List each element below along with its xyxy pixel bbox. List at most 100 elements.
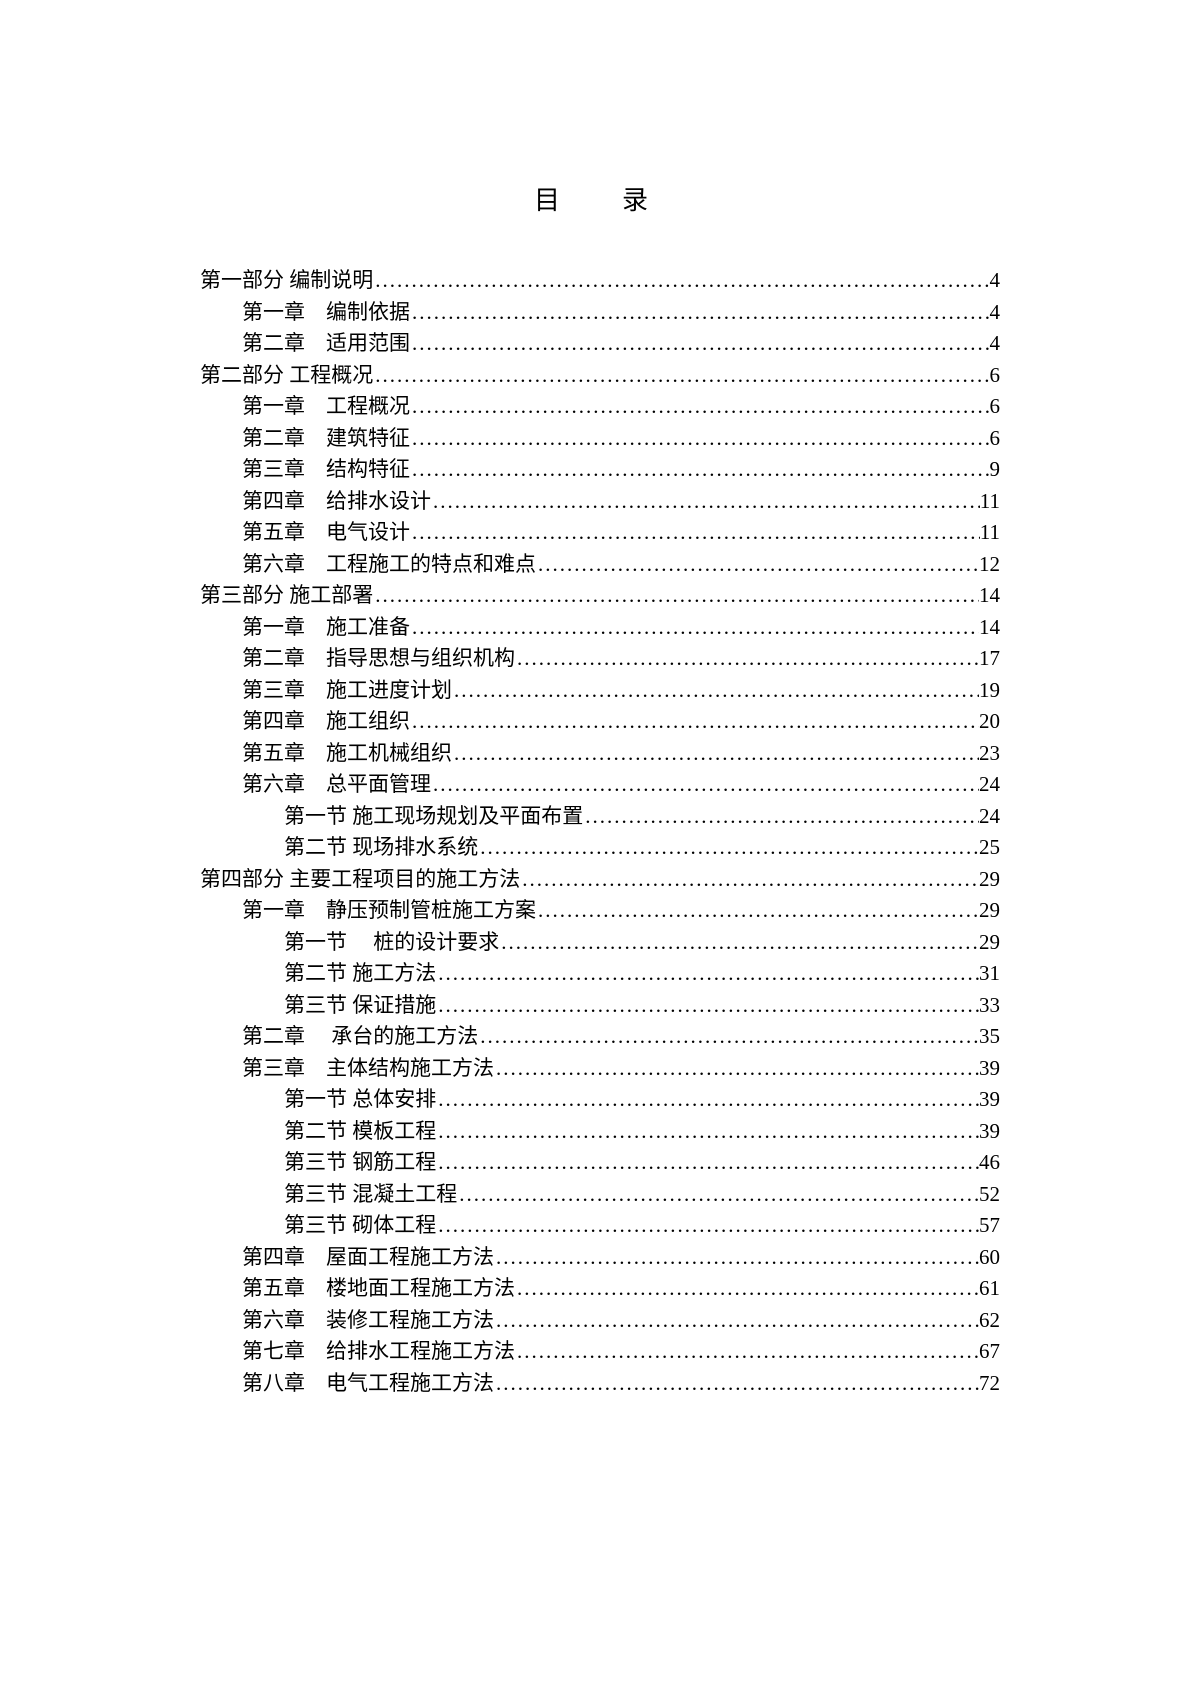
toc-entry-leader: ........................................… <box>494 1305 979 1337</box>
toc-entry-page: 9 <box>990 454 1001 486</box>
toc-entry-page: 29 <box>979 895 1000 927</box>
toc-entry: 第二章 指导思想与组织机构...........................… <box>200 643 1000 675</box>
toc-entry: 第二部分 工程概况...............................… <box>200 360 1000 392</box>
toc-entry-label: 第四章 施工组织 <box>242 706 410 738</box>
toc-entry-page: 4 <box>990 328 1001 360</box>
toc-entry: 第三章 施工进度计划..............................… <box>200 675 1000 707</box>
toc-entry: 第四部分 主要工程项目的施工方法........................… <box>200 864 1000 896</box>
toc-entry-leader: ........................................… <box>478 832 979 864</box>
toc-title: 目 录 <box>200 180 1000 217</box>
toc-entry: 第二章 承台的施工方法.............................… <box>200 1021 1000 1053</box>
toc-entry-label: 第二部分 工程概况 <box>200 360 373 392</box>
page-container: 目 录 第一部分 编制说明...........................… <box>0 0 1200 1499</box>
toc-entry: 第五章 施工机械组织..............................… <box>200 738 1000 770</box>
toc-entry-leader: ........................................… <box>410 612 979 644</box>
toc-entry-leader: ........................................… <box>436 1210 979 1242</box>
toc-entry-label: 第四章 屋面工程施工方法 <box>242 1242 494 1274</box>
toc-entry-label: 第六章 工程施工的特点和难点 <box>242 549 536 581</box>
toc-entry-label: 第三节 混凝土工程 <box>284 1179 457 1211</box>
toc-entry-leader: ........................................… <box>457 1179 979 1211</box>
toc-entry-leader: ........................................… <box>499 927 979 959</box>
toc-entry-leader: ........................................… <box>515 643 979 675</box>
toc-entry-label: 第一章 工程概况 <box>242 391 410 423</box>
toc-entry: 第二节 施工方法................................… <box>200 958 1000 990</box>
toc-entry-leader: ........................................… <box>410 391 990 423</box>
toc-entry-label: 第四章 给排水设计 <box>242 486 431 518</box>
toc-entry-label: 第一章 静压预制管桩施工方案 <box>242 895 536 927</box>
toc-entry-page: 57 <box>979 1210 1000 1242</box>
toc-entry-leader: ........................................… <box>436 1147 979 1179</box>
toc-entry-label: 第三章 施工进度计划 <box>242 675 452 707</box>
toc-entry-page: 14 <box>979 580 1000 612</box>
toc-entry-label: 第一节 总体安排 <box>284 1084 436 1116</box>
toc-entry-label: 第八章 电气工程施工方法 <box>242 1368 494 1400</box>
toc-entry-page: 35 <box>979 1021 1000 1053</box>
toc-entry-page: 39 <box>979 1053 1000 1085</box>
toc-entry: 第三章 主体结构施工方法............................… <box>200 1053 1000 1085</box>
toc-entry-label: 第二章 适用范围 <box>242 328 410 360</box>
toc-entry-leader: ........................................… <box>431 486 980 518</box>
toc-list: 第一部分 编制说明...............................… <box>200 265 1000 1399</box>
toc-entry-leader: ........................................… <box>494 1053 979 1085</box>
toc-entry-leader: ........................................… <box>410 297 990 329</box>
toc-entry-label: 第二节 施工方法 <box>284 958 436 990</box>
toc-entry-leader: ........................................… <box>410 328 990 360</box>
toc-entry-leader: ........................................… <box>494 1242 979 1274</box>
toc-entry-leader: ........................................… <box>373 580 979 612</box>
toc-entry-label: 第三节 钢筋工程 <box>284 1147 436 1179</box>
toc-entry: 第四章 给排水设计...............................… <box>200 486 1000 518</box>
toc-entry: 第二章 适用范围................................… <box>200 328 1000 360</box>
toc-entry-page: 52 <box>979 1179 1000 1211</box>
toc-entry-page: 24 <box>979 769 1000 801</box>
toc-entry: 第一章 静压预制管桩施工方案..........................… <box>200 895 1000 927</box>
toc-entry-page: 11 <box>980 517 1000 549</box>
toc-entry-label: 第五章 楼地面工程施工方法 <box>242 1273 515 1305</box>
toc-entry: 第五章 楼地面工程施工方法...........................… <box>200 1273 1000 1305</box>
toc-entry-label: 第二章 建筑特征 <box>242 423 410 455</box>
toc-entry-leader: ........................................… <box>373 265 989 297</box>
toc-entry-page: 72 <box>979 1368 1000 1400</box>
toc-entry: 第四章 施工组织................................… <box>200 706 1000 738</box>
toc-entry-page: 19 <box>979 675 1000 707</box>
toc-entry-page: 20 <box>979 706 1000 738</box>
toc-entry-leader: ........................................… <box>452 738 979 770</box>
toc-entry-page: 6 <box>990 423 1001 455</box>
toc-entry-leader: ........................................… <box>536 895 979 927</box>
toc-entry-label: 第一章 编制依据 <box>242 297 410 329</box>
toc-entry: 第六章 装修工程施工方法............................… <box>200 1305 1000 1337</box>
toc-entry-leader: ........................................… <box>436 990 979 1022</box>
toc-entry-page: 33 <box>979 990 1000 1022</box>
toc-entry-page: 4 <box>990 297 1001 329</box>
toc-entry: 第六章 工程施工的特点和难点..........................… <box>200 549 1000 581</box>
toc-entry-page: 25 <box>979 832 1000 864</box>
toc-entry-leader: ........................................… <box>494 1368 979 1400</box>
toc-entry: 第一章 工程概况................................… <box>200 391 1000 423</box>
toc-entry-label: 第一章 施工准备 <box>242 612 410 644</box>
toc-entry-label: 第三节 保证措施 <box>284 990 436 1022</box>
toc-entry-page: 61 <box>979 1273 1000 1305</box>
toc-entry-label: 第三章 结构特征 <box>242 454 410 486</box>
toc-entry-page: 60 <box>979 1242 1000 1274</box>
toc-entry: 第一节 总体安排................................… <box>200 1084 1000 1116</box>
toc-entry-label: 第二章 承台的施工方法 <box>242 1021 478 1053</box>
toc-entry: 第三节 钢筋工程................................… <box>200 1147 1000 1179</box>
toc-entry-leader: ........................................… <box>410 517 980 549</box>
toc-entry-leader: ........................................… <box>410 706 979 738</box>
toc-entry-leader: ........................................… <box>410 454 990 486</box>
toc-entry-page: 14 <box>979 612 1000 644</box>
toc-entry-leader: ........................................… <box>410 423 990 455</box>
toc-entry: 第一节 施工现场规划及平面布置.........................… <box>200 801 1000 833</box>
toc-entry-leader: ........................................… <box>520 864 979 896</box>
toc-entry: 第七章 给排水工程施工方法...........................… <box>200 1336 1000 1368</box>
toc-entry: 第四章 屋面工程施工方法............................… <box>200 1242 1000 1274</box>
toc-entry-leader: ........................................… <box>583 801 979 833</box>
toc-entry-page: 67 <box>979 1336 1000 1368</box>
toc-entry-label: 第一节 桩的设计要求 <box>284 927 499 959</box>
toc-entry-label: 第四部分 主要工程项目的施工方法 <box>200 864 520 896</box>
toc-entry-page: 12 <box>979 549 1000 581</box>
toc-entry-leader: ........................................… <box>436 1084 979 1116</box>
toc-entry-leader: ........................................… <box>436 1116 979 1148</box>
toc-entry: 第二节 模板工程................................… <box>200 1116 1000 1148</box>
toc-entry-label: 第三节 砌体工程 <box>284 1210 436 1242</box>
toc-entry: 第一部分 编制说明...............................… <box>200 265 1000 297</box>
